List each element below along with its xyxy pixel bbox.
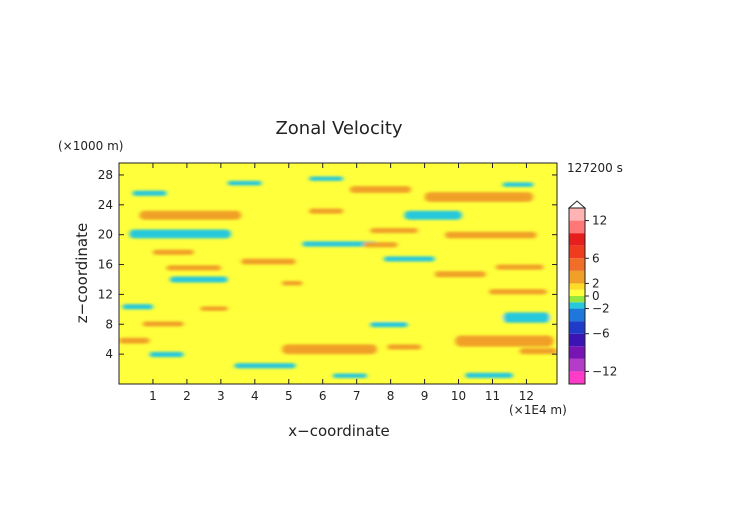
- y-tick-label: 12: [98, 287, 113, 301]
- colorbar-tick-label: −6: [592, 327, 610, 341]
- heatmap-band: [370, 227, 418, 234]
- x-tick-label: 5: [285, 389, 293, 403]
- heatmap-band: [309, 208, 344, 214]
- y-axis: 4 8 12 16 20 24 28: [98, 168, 557, 361]
- heatmap-band: [383, 256, 435, 262]
- heatmap-band: [302, 241, 378, 247]
- heatmap-band: [132, 190, 167, 196]
- time-label: 127200 s: [567, 161, 623, 175]
- y-axis-label: z−coordinate: [73, 223, 91, 323]
- colorbar-segment: [569, 270, 585, 284]
- colorbar-segment: [569, 358, 585, 372]
- y-tick-label: 20: [98, 228, 113, 242]
- heatmap-band: [363, 242, 398, 248]
- x-tick-label: 11: [485, 389, 500, 403]
- x-tick-label: 4: [251, 389, 259, 403]
- colorbar-segment: [569, 321, 585, 334]
- heatmap-band: [434, 271, 486, 278]
- y-tick-label: 8: [105, 317, 113, 331]
- colorbar: −12 −6 −202 6 12: [567, 200, 617, 385]
- heatmap-band: [502, 182, 534, 187]
- colorbar-tick-label: −2: [592, 302, 610, 316]
- x-axis: 1 2 3 4 5 6 7 8 9 10 11 12: [149, 163, 534, 403]
- heatmap-band: [139, 210, 242, 220]
- y-tick-label: 16: [98, 258, 113, 272]
- heatmap-band: [444, 231, 537, 239]
- x-tick-label: 3: [217, 389, 225, 403]
- colorbar-segment: [569, 308, 585, 322]
- heatmap-band: [349, 186, 411, 193]
- x-tick-label: 8: [387, 389, 395, 403]
- colorbar-segment: [569, 208, 585, 221]
- heatmap-band: [332, 373, 367, 379]
- heatmap-band: [281, 344, 378, 355]
- heatmap-band: [200, 306, 228, 311]
- colorbar-extend-arrow: [567, 200, 587, 209]
- heatmap-band: [281, 280, 303, 286]
- heatmap-band: [234, 363, 296, 369]
- plot-frame: [118, 162, 558, 385]
- colorbar-segment: [569, 233, 585, 246]
- y-tick-label: 4: [105, 347, 113, 361]
- x-tick-label: 12: [519, 389, 534, 403]
- y-unit-label: (×1000 m): [58, 139, 123, 153]
- y-tick-label: 28: [98, 168, 113, 182]
- heatmap-band: [455, 335, 554, 347]
- colorbar-segment: [569, 302, 585, 309]
- x-tick-label: 1: [149, 389, 157, 403]
- heatmap-band: [387, 344, 422, 350]
- colorbar-segment: [569, 283, 585, 290]
- heatmap-band: [129, 229, 232, 239]
- x-tick-label: 10: [451, 389, 466, 403]
- heatmap-band: [119, 314, 557, 321]
- colorbar-segment: [569, 245, 585, 259]
- heatmap-band: [119, 337, 150, 344]
- colorbar-tick-label: 6: [592, 251, 600, 265]
- heatmap-band: [495, 264, 544, 270]
- heatmap-band: [519, 348, 557, 355]
- x-tick-label: 2: [183, 389, 191, 403]
- heatmap-band: [122, 304, 153, 310]
- heatmap-band: [370, 322, 408, 328]
- x-axis-label: x−coordinate: [288, 422, 389, 440]
- heatmap-band: [404, 210, 462, 220]
- heatmap-band: [502, 312, 551, 323]
- heatmap-band: [169, 276, 228, 283]
- colorbar-segment: [569, 371, 585, 384]
- heatmap-contour-bands: [119, 176, 557, 379]
- colorbar-segment: [569, 258, 585, 271]
- colorbar-tick-label: −12: [592, 364, 617, 378]
- colorbar-segment: [569, 220, 585, 234]
- x-tick-label: 6: [319, 389, 327, 403]
- heatmap-band: [241, 258, 296, 265]
- x-unit-label: (×1E4 m): [509, 403, 567, 417]
- colorbar-segment: [569, 296, 585, 303]
- heatmap-band: [424, 192, 534, 202]
- x-tick-label: 9: [421, 389, 429, 403]
- colorbar-segment: [569, 333, 585, 347]
- colorbar-segment: [569, 289, 585, 296]
- heatmap-band: [465, 372, 513, 379]
- chart-title: Zonal Velocity: [275, 118, 402, 139]
- x-tick-label: 7: [353, 389, 361, 403]
- heatmap-band: [166, 265, 221, 271]
- colorbar-segment: [569, 346, 585, 359]
- heatmap-band: [149, 351, 184, 358]
- heatmap-plot-area: [118, 162, 558, 385]
- heatmap-band: [152, 249, 194, 255]
- y-tick-label: 24: [98, 198, 113, 212]
- colorbar-tick-label: 12: [592, 214, 607, 228]
- colorbar-tick-label: 0: [592, 289, 600, 303]
- heatmap-band: [309, 176, 344, 181]
- heatmap-band: [142, 321, 184, 327]
- heatmap-band: [227, 180, 262, 186]
- heatmap-band: [489, 289, 547, 295]
- colorbar-tick-label: 2: [592, 276, 600, 290]
